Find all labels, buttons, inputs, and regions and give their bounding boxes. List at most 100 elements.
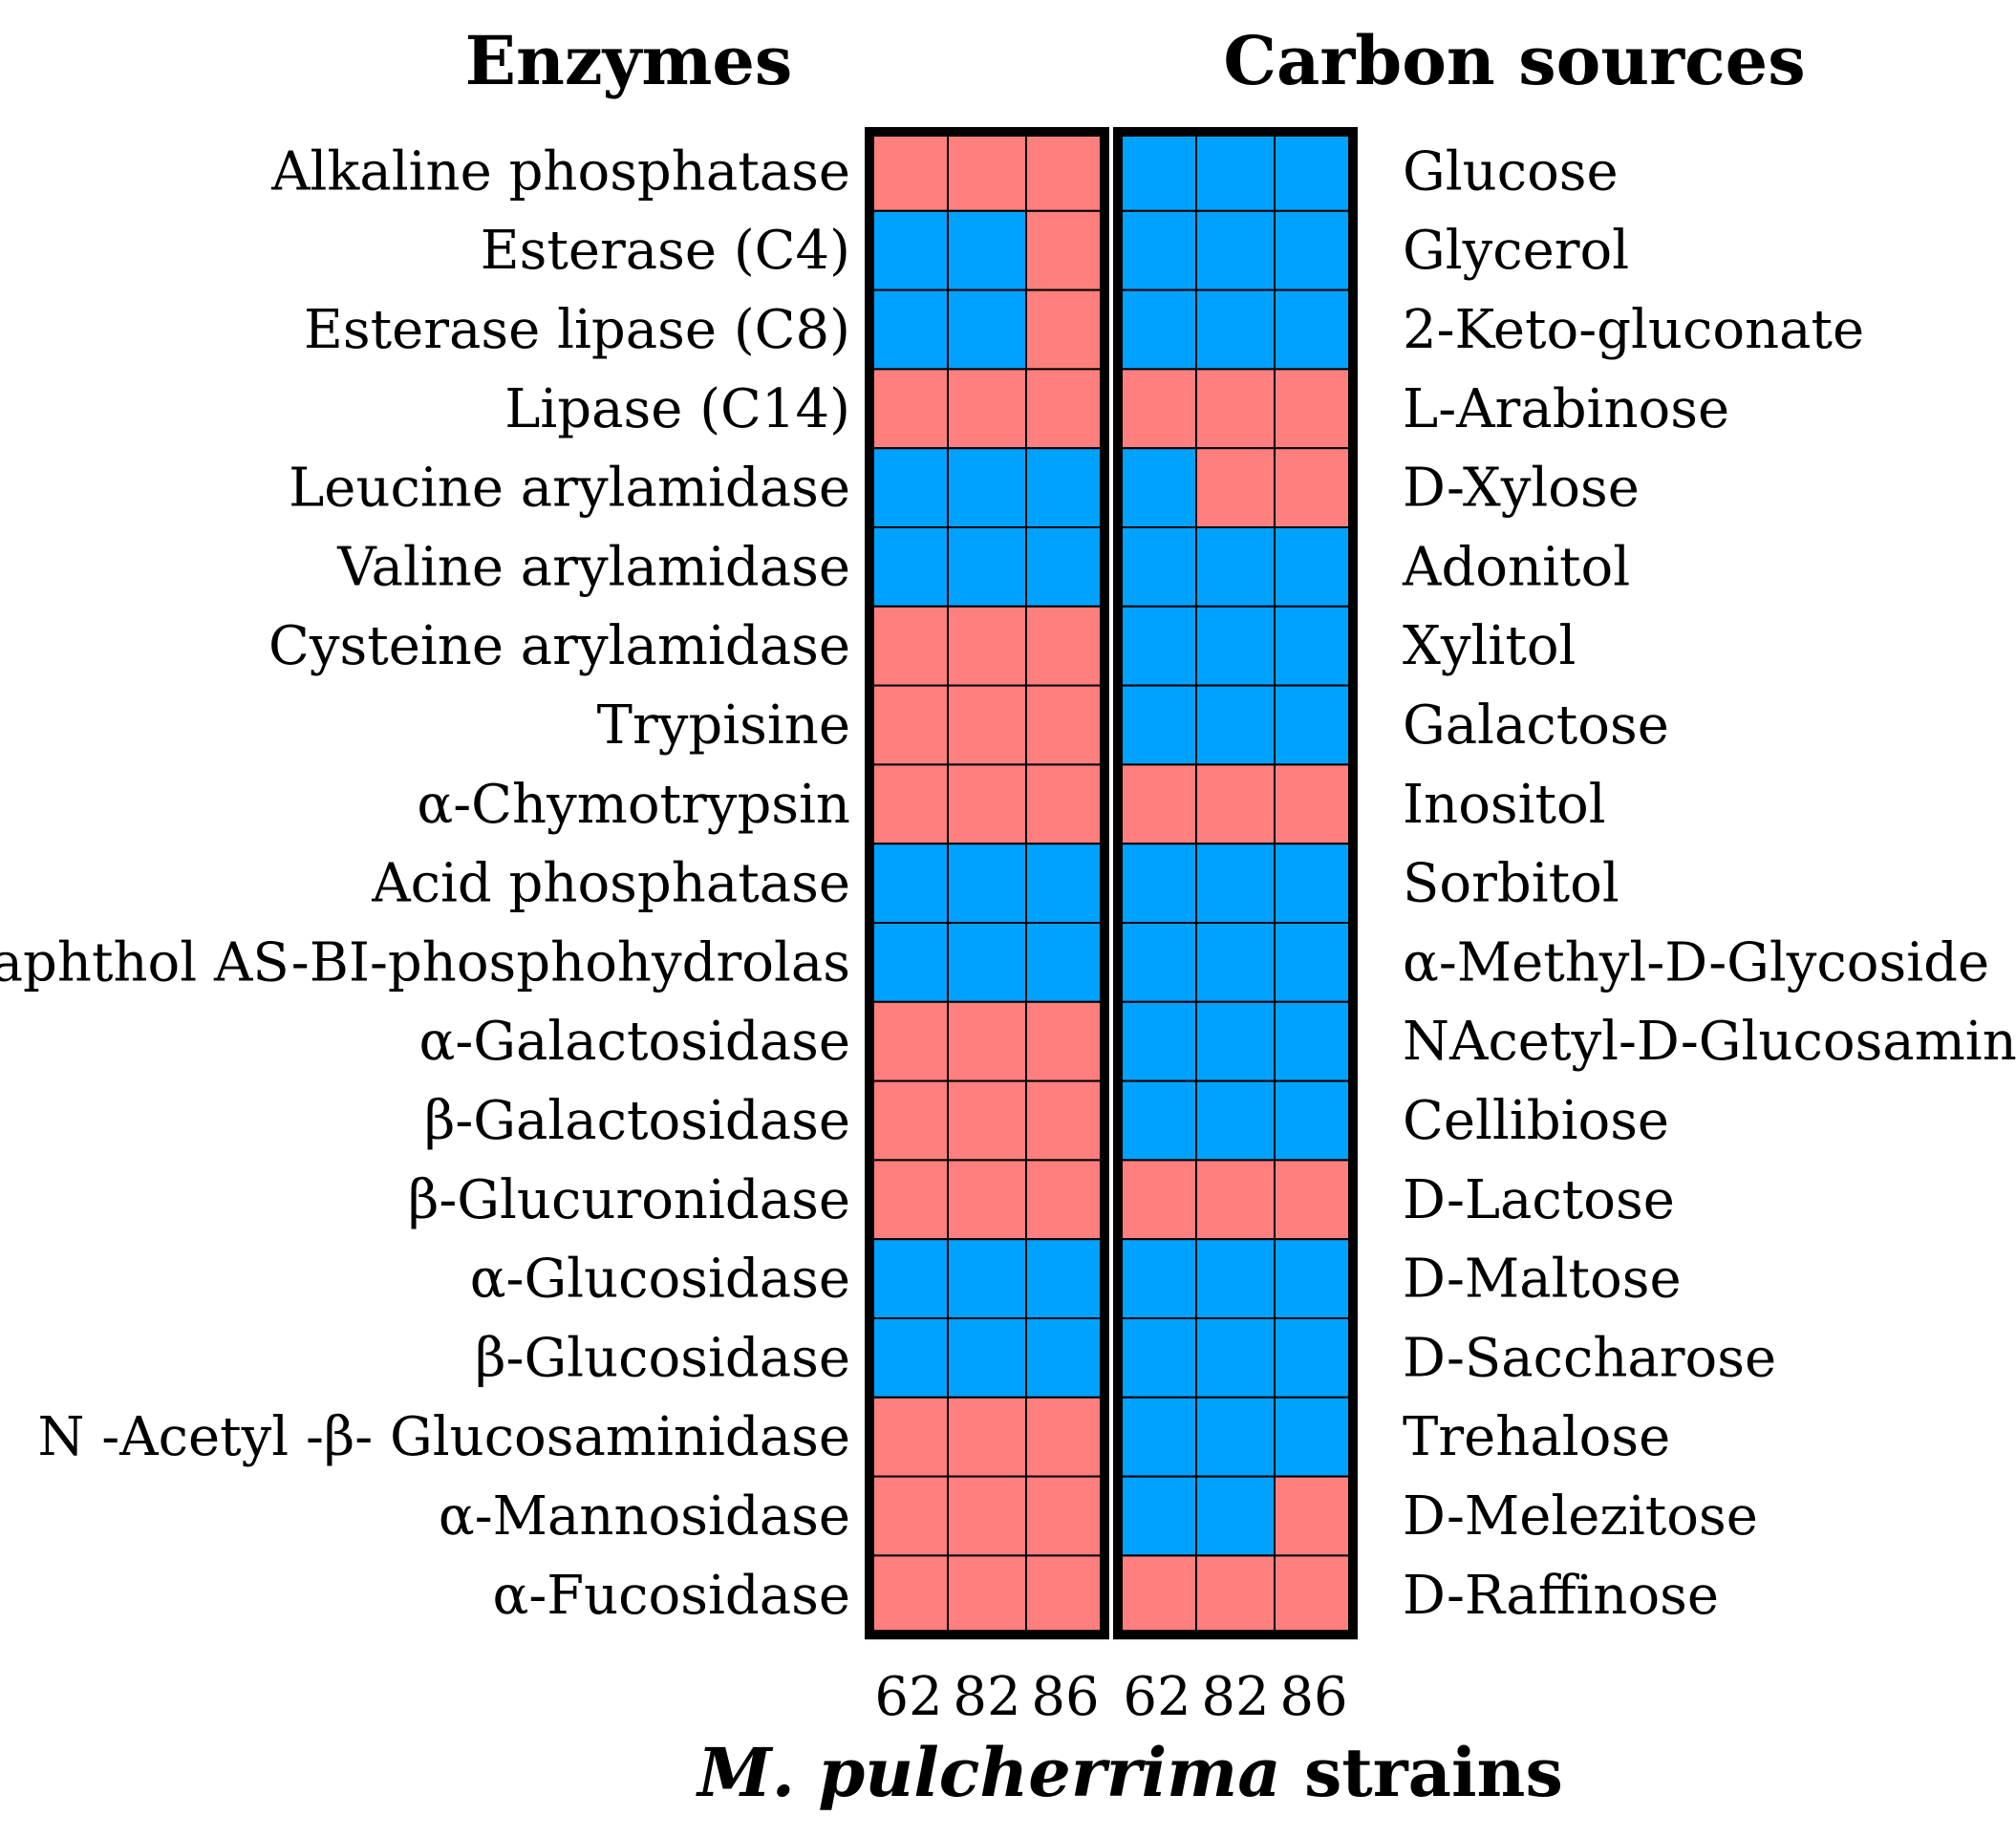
carbon-source-label: Trehalose <box>1403 1406 1670 1468</box>
enzyme-cell-r7-c1 <box>947 684 1027 766</box>
carbon-cell-r17-c1 <box>1195 1475 1276 1557</box>
carbon-cell-r1-c2 <box>1274 209 1354 291</box>
carbon-cell-r13-c2 <box>1274 1159 1354 1241</box>
enzyme-label: Cysteine arylamidase <box>268 615 850 677</box>
enzyme-cell-r14-c1 <box>947 1238 1027 1319</box>
enzyme-cell-r3-c1 <box>947 368 1027 450</box>
carbon-cell-r10-c2 <box>1274 922 1354 1003</box>
carbon-cell-r3-c0 <box>1117 368 1197 450</box>
enzyme-label: Alkaline phosphatase <box>270 140 850 203</box>
enzyme-cell-r13-c1 <box>947 1159 1027 1241</box>
enzyme-cell-r14-c0 <box>869 1238 949 1319</box>
enzyme-cell-r14-c2 <box>1025 1238 1105 1319</box>
enzyme-row-labels: Alkaline phosphatase Esterase (C4) Esteras… <box>0 140 850 1626</box>
carbon-cell-r8-c1 <box>1195 763 1276 845</box>
enzyme-cell-r12-c1 <box>947 1079 1027 1162</box>
enzyme-cell-r16-c1 <box>947 1396 1027 1478</box>
carbon-cell-r17-c2 <box>1274 1475 1354 1557</box>
enzyme-cell-r3-c0 <box>869 368 949 450</box>
carbon-sources-heatmap <box>1117 131 1354 1636</box>
carbon-source-label: D-Melezitose <box>1403 1485 1758 1548</box>
enzyme-cell-r2-c1 <box>947 288 1027 371</box>
enzyme-label: β-Galactosidase <box>424 1090 850 1152</box>
enzyme-label: Trypisine <box>597 694 850 757</box>
x-axis-title: M. pulcherrima strains <box>696 1733 1563 1812</box>
carbon-cell-r12-c1 <box>1195 1079 1276 1162</box>
carbon-cell-r9-c2 <box>1274 843 1354 925</box>
carbon-cell-r11-c2 <box>1274 1000 1354 1082</box>
enzyme-cell-r17-c0 <box>869 1475 949 1557</box>
carbon-cell-r6-c1 <box>1195 605 1276 687</box>
enzyme-label: Leucine arylamidase <box>289 458 850 520</box>
carbon-source-label: Sorbitol <box>1403 853 1619 915</box>
enzyme-cell-r11-c1 <box>947 1000 1027 1082</box>
carbon-source-label: NAcetyl-D-Glucosamine <box>1403 1011 2016 1073</box>
carbon-cell-r13-c1 <box>1195 1159 1276 1241</box>
carbon-cell-r14-c1 <box>1195 1238 1276 1319</box>
carbon-source-label: D-Saccharose <box>1403 1327 1776 1389</box>
enzyme-cell-r6-c2 <box>1025 605 1105 687</box>
enzyme-cell-r16-c2 <box>1025 1396 1105 1478</box>
x-axis-title-italic: M. pulcherrima <box>696 1733 1280 1812</box>
carbon-source-label: D-Maltose <box>1403 1249 1682 1311</box>
enzyme-cell-r18-c0 <box>869 1554 949 1636</box>
enzyme-cell-r12-c0 <box>869 1079 949 1162</box>
carbon-cell-r3-c2 <box>1274 368 1354 450</box>
enzyme-cell-r15-c0 <box>869 1317 949 1399</box>
enzyme-cell-r7-c0 <box>869 684 949 766</box>
enzyme-cell-r10-c2 <box>1025 922 1105 1003</box>
carbon-cell-r14-c0 <box>1117 1238 1197 1319</box>
carbon-cell-r0-c1 <box>1195 131 1276 212</box>
enzyme-label: α-Glucosidase <box>470 1249 850 1311</box>
carbon-cell-r10-c1 <box>1195 922 1276 1003</box>
enzyme-cell-r4-c0 <box>869 447 949 529</box>
carbon-cell-r10-c0 <box>1117 922 1197 1003</box>
enzyme-cell-r15-c2 <box>1025 1317 1105 1399</box>
carbon-cell-r4-c1 <box>1195 447 1276 529</box>
carbon-source-label: Glycerol <box>1403 220 1629 282</box>
enzyme-cell-r18-c2 <box>1025 1554 1105 1636</box>
enzyme-cell-r3-c2 <box>1025 368 1105 450</box>
carbon-cell-r15-c2 <box>1274 1317 1354 1399</box>
enzyme-cell-r9-c0 <box>869 843 949 925</box>
carbon-cell-r15-c1 <box>1195 1317 1276 1399</box>
enzyme-cell-r0-c0 <box>869 131 949 212</box>
carbon-cell-r5-c0 <box>1117 526 1197 608</box>
enzyme-cell-r8-c2 <box>1025 763 1105 845</box>
carbon-cell-r9-c1 <box>1195 843 1276 925</box>
enzyme-cell-r16-c0 <box>869 1396 949 1478</box>
carbon-sources-panel-border <box>1113 127 1358 1640</box>
enzyme-cell-r15-c1 <box>947 1317 1027 1399</box>
enzyme-label: Acid phosphatase <box>371 853 850 915</box>
carbon-cell-r18-c0 <box>1117 1554 1197 1636</box>
carbon-source-label: Galactose <box>1403 694 1669 757</box>
enzyme-label: α-Mannosidase <box>439 1485 850 1548</box>
carbon-cell-r15-c0 <box>1117 1317 1197 1399</box>
carbon-strain-tick: 82 <box>1201 1666 1269 1728</box>
enzymes-panel-border <box>865 127 1109 1640</box>
carbon-source-label: Inositol <box>1403 774 1606 836</box>
enzyme-cell-r0-c1 <box>947 131 1027 212</box>
enzyme-cell-r6-c0 <box>869 605 949 687</box>
enzyme-cell-r5-c2 <box>1025 526 1105 608</box>
carbon-cell-r11-c1 <box>1195 1000 1276 1082</box>
enzyme-cell-r4-c2 <box>1025 447 1105 529</box>
carbon-cell-r18-c2 <box>1274 1554 1354 1636</box>
carbon-cell-r14-c2 <box>1274 1238 1354 1319</box>
carbon-cell-r2-c1 <box>1195 288 1276 371</box>
strain-tick-labels: 62 82 86 62 82 86 <box>874 1666 1347 1728</box>
enzyme-cell-r1-c1 <box>947 209 1027 291</box>
enzyme-label: α-Galactosidase <box>419 1011 851 1073</box>
enzyme-cell-r1-c2 <box>1025 209 1105 291</box>
carbon-cell-r16-c1 <box>1195 1396 1276 1478</box>
enzyme-label: Esterase (C4) <box>481 220 850 282</box>
carbon-cell-r0-c2 <box>1274 131 1354 212</box>
carbon-source-label: Adonitol <box>1402 536 1630 598</box>
enzyme-cell-r10-c1 <box>947 922 1027 1003</box>
enzyme-label: Lipase (C14) <box>504 378 850 440</box>
carbon-sources-title: Carbon sources <box>1223 21 1805 100</box>
enzyme-strain-tick: 82 <box>953 1666 1020 1728</box>
panel-borders <box>865 127 1358 1640</box>
carbon-cell-r4-c2 <box>1274 447 1354 529</box>
